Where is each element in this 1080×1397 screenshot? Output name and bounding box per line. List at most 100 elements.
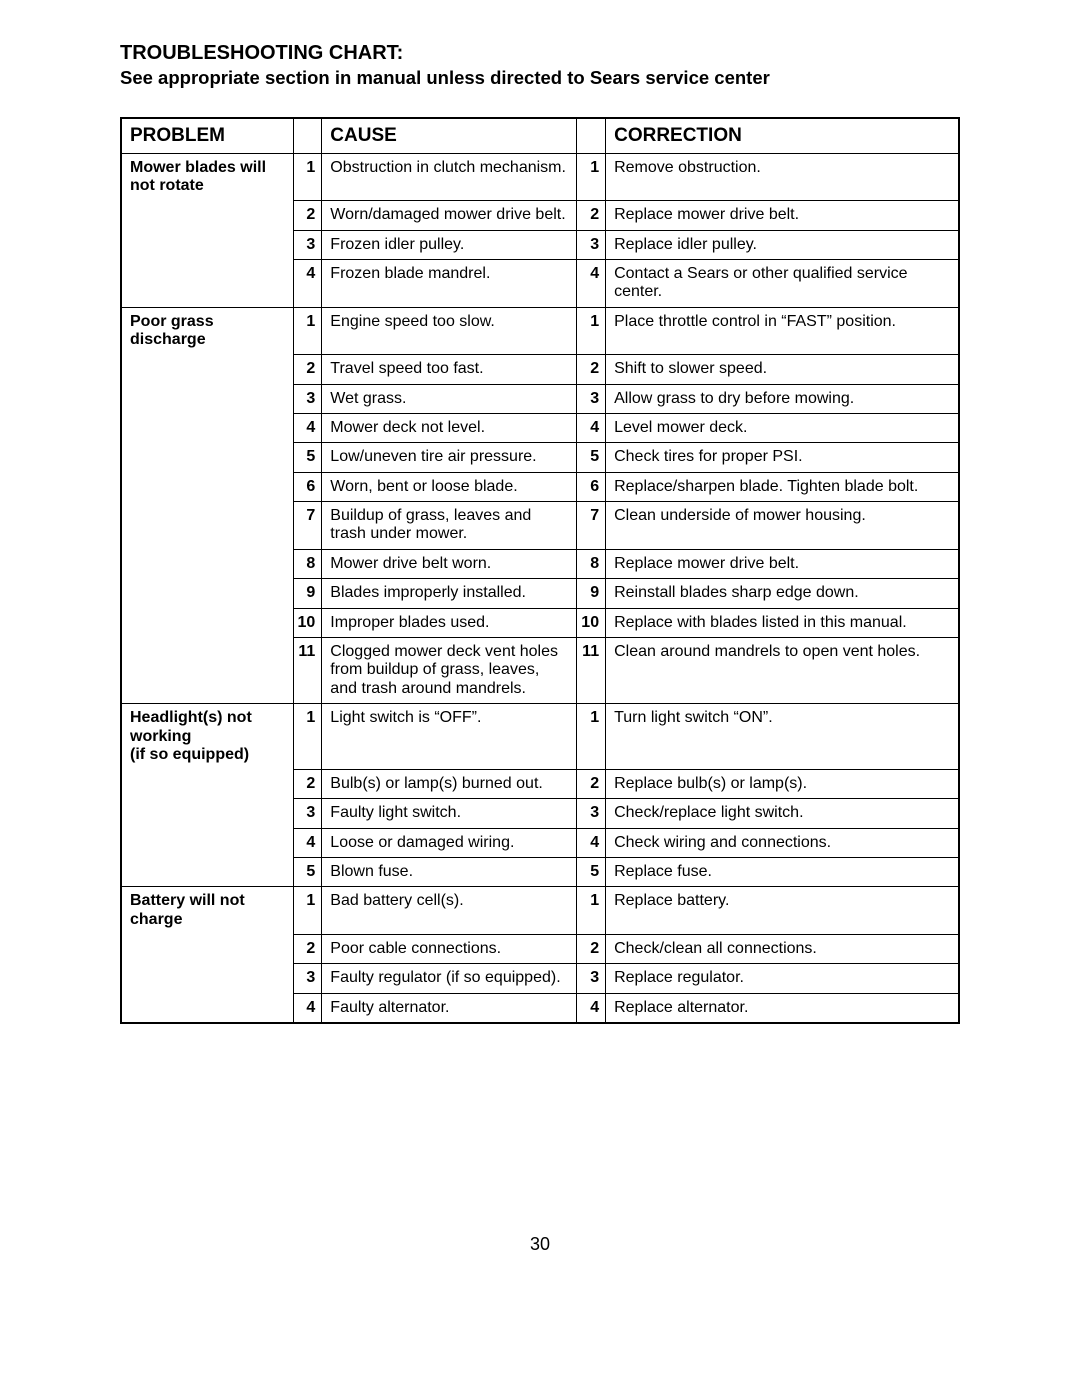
correction-number: 3 bbox=[577, 384, 606, 413]
correction-number: 3 bbox=[577, 799, 606, 828]
cause-number: 3 bbox=[293, 230, 322, 259]
table-row: 4Loose or damaged wiring.4Check wiring a… bbox=[121, 828, 959, 857]
problem-cell bbox=[121, 858, 293, 887]
cause-number: 11 bbox=[293, 638, 322, 704]
cause-number: 2 bbox=[293, 201, 322, 230]
correction-number: 4 bbox=[577, 413, 606, 442]
correction-number: 11 bbox=[577, 638, 606, 704]
problem-cell bbox=[121, 993, 293, 1023]
cause-cell: Worn/damaged mower drive belt. bbox=[322, 201, 577, 230]
cause-cell: Engine speed too slow. bbox=[322, 307, 577, 354]
troubleshooting-table: PROBLEM CAUSE CORRECTION Mower blades wi… bbox=[120, 117, 960, 1024]
table-row: 2Bulb(s) or lamp(s) burned out.2Replace … bbox=[121, 769, 959, 798]
cause-cell: Wet grass. bbox=[322, 384, 577, 413]
problem-cell: Headlight(s) not working (if so equipped… bbox=[121, 704, 293, 770]
cause-number: 1 bbox=[293, 887, 322, 934]
cause-number: 4 bbox=[293, 993, 322, 1023]
correction-number: 1 bbox=[577, 307, 606, 354]
cause-number: 2 bbox=[293, 769, 322, 798]
correction-cell: Check tires for proper PSI. bbox=[606, 443, 959, 472]
cause-number: 10 bbox=[293, 608, 322, 637]
correction-cell: Allow grass to dry before mowing. bbox=[606, 384, 959, 413]
table-row: 9Blades improperly installed.9Reinstall … bbox=[121, 579, 959, 608]
cause-cell: Mower deck not level. bbox=[322, 413, 577, 442]
correction-cell: Clean around mandrels to open vent holes… bbox=[606, 638, 959, 704]
cause-cell: Poor cable connections. bbox=[322, 934, 577, 963]
table-row: 3Wet grass.3Allow grass to dry before mo… bbox=[121, 384, 959, 413]
correction-number: 3 bbox=[577, 964, 606, 993]
problem-cell bbox=[121, 638, 293, 704]
table-row: 5Low/uneven tire air pressure.5Check tir… bbox=[121, 443, 959, 472]
correction-cell: Contact a Sears or other qualified servi… bbox=[606, 260, 959, 308]
problem-cell bbox=[121, 799, 293, 828]
problem-cell bbox=[121, 384, 293, 413]
table-row: 2Worn/damaged mower drive belt.2Replace … bbox=[121, 201, 959, 230]
problem-cell bbox=[121, 608, 293, 637]
correction-cell: Replace alternator. bbox=[606, 993, 959, 1023]
cause-number: 1 bbox=[293, 704, 322, 770]
cause-cell: Faulty regulator (if so equipped). bbox=[322, 964, 577, 993]
correction-cell: Check wiring and connections. bbox=[606, 828, 959, 857]
header-problem: PROBLEM bbox=[121, 118, 293, 154]
correction-number: 10 bbox=[577, 608, 606, 637]
problem-cell bbox=[121, 472, 293, 501]
correction-cell: Clean underside of mower housing. bbox=[606, 502, 959, 550]
cause-number: 3 bbox=[293, 799, 322, 828]
problem-cell bbox=[121, 413, 293, 442]
cause-number: 3 bbox=[293, 964, 322, 993]
correction-number: 1 bbox=[577, 154, 606, 201]
correction-cell: Turn light switch “ON”. bbox=[606, 704, 959, 770]
cause-cell: Loose or damaged wiring. bbox=[322, 828, 577, 857]
problem-cell bbox=[121, 355, 293, 384]
header-cause: CAUSE bbox=[322, 118, 577, 154]
cause-cell: Improper blades used. bbox=[322, 608, 577, 637]
correction-number: 4 bbox=[577, 828, 606, 857]
cause-number: 4 bbox=[293, 413, 322, 442]
cause-cell: Blades improperly installed. bbox=[322, 579, 577, 608]
chart-subtitle: See appropriate section in manual unless… bbox=[120, 67, 960, 89]
cause-cell: Buildup of grass, leaves and trash under… bbox=[322, 502, 577, 550]
cause-number: 1 bbox=[293, 307, 322, 354]
correction-cell: Replace idler pulley. bbox=[606, 230, 959, 259]
correction-number: 2 bbox=[577, 769, 606, 798]
table-row: 3Frozen idler pulley.3Replace idler pull… bbox=[121, 230, 959, 259]
header-correction-num bbox=[577, 118, 606, 154]
cause-cell: Obstruction in clutch mechanism. bbox=[322, 154, 577, 201]
correction-cell: Reinstall blades sharp edge down. bbox=[606, 579, 959, 608]
correction-cell: Replace regulator. bbox=[606, 964, 959, 993]
correction-cell: Replace with blades listed in this manua… bbox=[606, 608, 959, 637]
table-row: 3Faulty regulator (if so equipped).3Repl… bbox=[121, 964, 959, 993]
table-row: Battery will not charge1Bad battery cell… bbox=[121, 887, 959, 934]
table-row: Mower blades will not rotate 1Obstruction… bbox=[121, 154, 959, 201]
problem-cell: Mower blades will not rotate bbox=[121, 154, 293, 201]
table-row: 2Poor cable connections.2Check/clean all… bbox=[121, 934, 959, 963]
cause-cell: Frozen idler pulley. bbox=[322, 230, 577, 259]
correction-number: 7 bbox=[577, 502, 606, 550]
correction-cell: Check/replace light switch. bbox=[606, 799, 959, 828]
correction-cell: Check/clean all connections. bbox=[606, 934, 959, 963]
correction-number: 2 bbox=[577, 355, 606, 384]
problem-cell bbox=[121, 260, 293, 308]
table-row: 11Clogged mower deck vent holes from bui… bbox=[121, 638, 959, 704]
cause-number: 4 bbox=[293, 260, 322, 308]
correction-cell: Replace mower drive belt. bbox=[606, 201, 959, 230]
correction-number: 6 bbox=[577, 472, 606, 501]
cause-cell: Low/uneven tire air pressure. bbox=[322, 443, 577, 472]
problem-cell bbox=[121, 201, 293, 230]
cause-number: 7 bbox=[293, 502, 322, 550]
problem-cell bbox=[121, 934, 293, 963]
cause-cell: Faulty alternator. bbox=[322, 993, 577, 1023]
correction-number: 1 bbox=[577, 704, 606, 770]
correction-number: 8 bbox=[577, 549, 606, 578]
correction-cell: Replace battery. bbox=[606, 887, 959, 934]
cause-cell: Frozen blade mandrel. bbox=[322, 260, 577, 308]
problem-cell: Battery will not charge bbox=[121, 887, 293, 934]
problem-cell bbox=[121, 769, 293, 798]
correction-cell: Remove obstruction. bbox=[606, 154, 959, 201]
correction-cell: Replace/sharpen blade. Tighten blade bol… bbox=[606, 472, 959, 501]
cause-number: 2 bbox=[293, 934, 322, 963]
cause-number: 8 bbox=[293, 549, 322, 578]
header-cause-num bbox=[293, 118, 322, 154]
cause-cell: Bad battery cell(s). bbox=[322, 887, 577, 934]
cause-cell: Clogged mower deck vent holes from build… bbox=[322, 638, 577, 704]
